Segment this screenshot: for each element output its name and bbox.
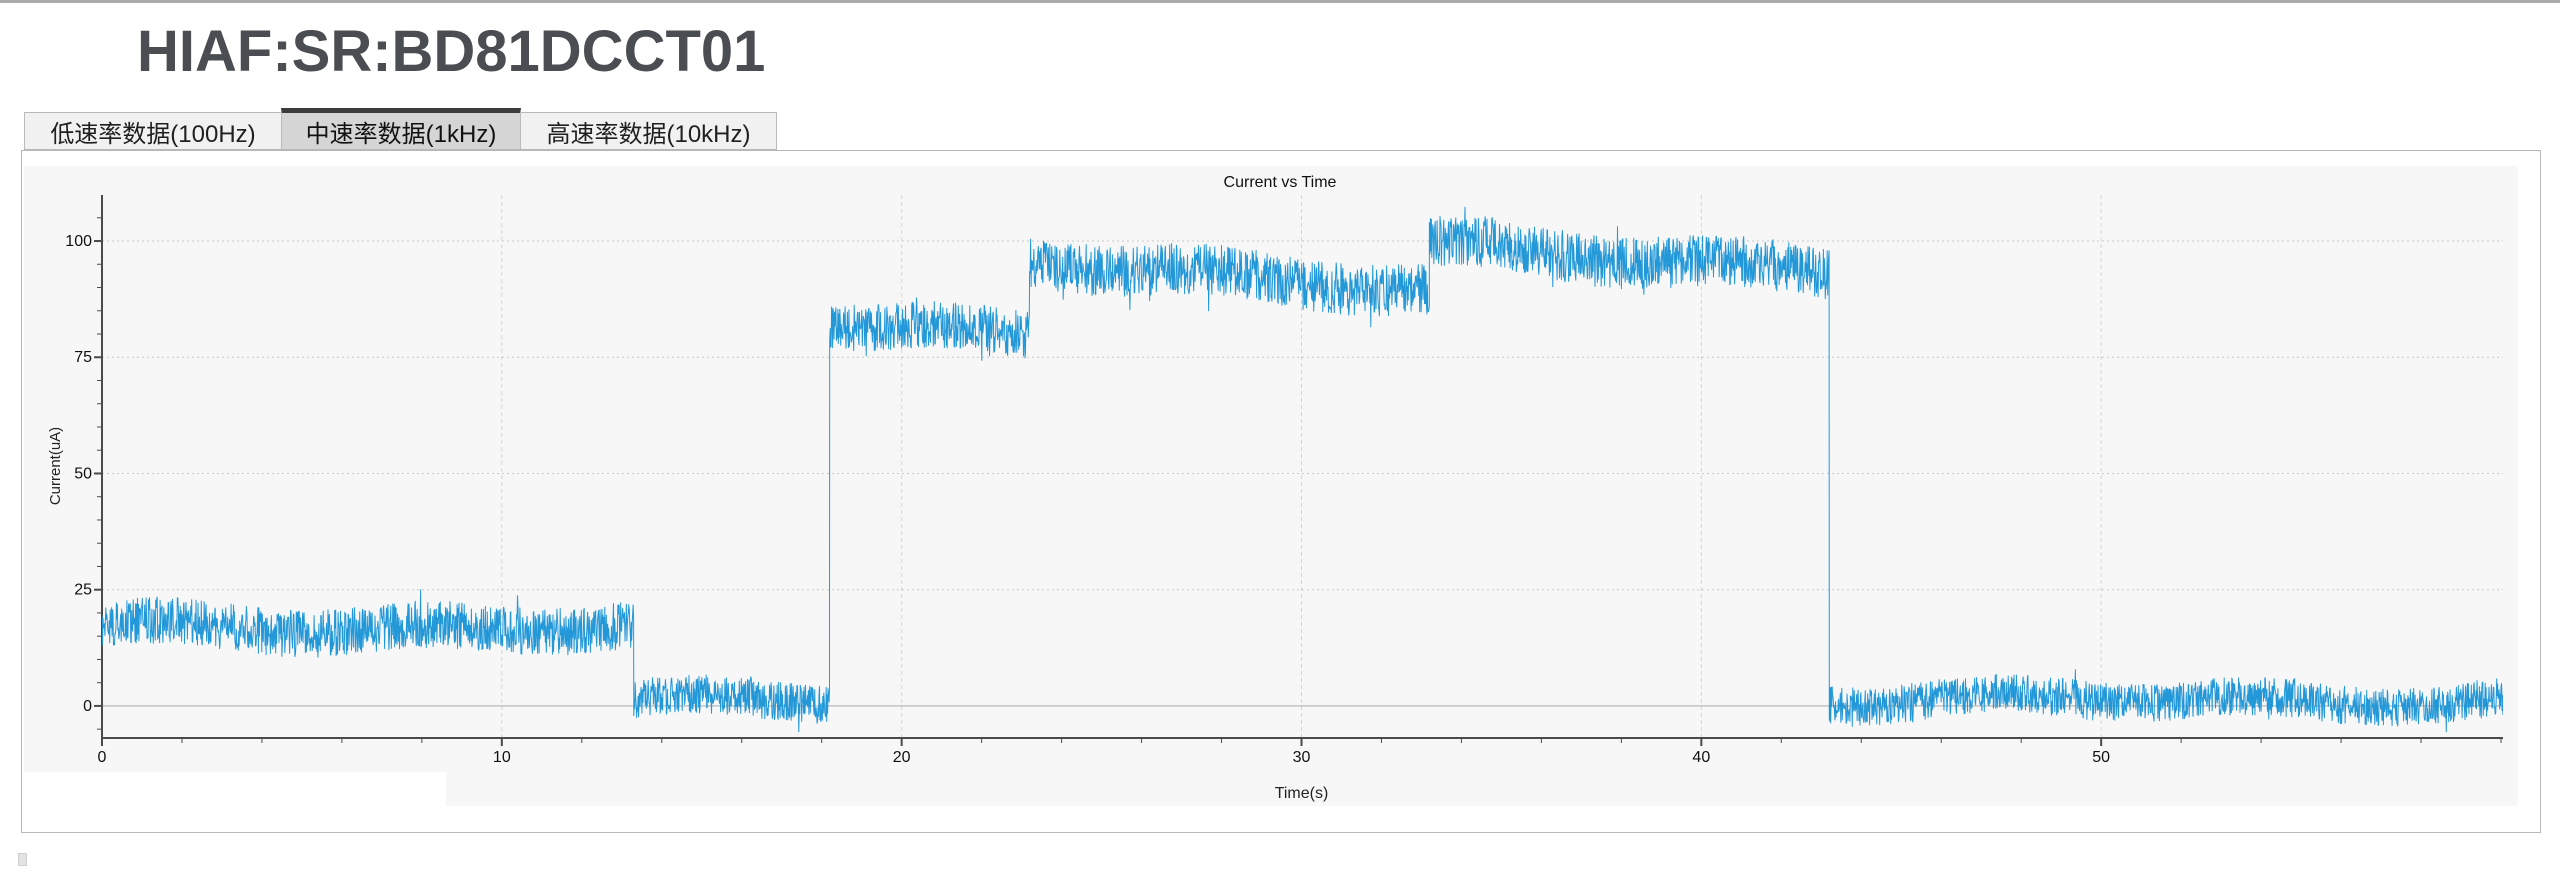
tab-bar: 低速率数据(100Hz) 中速率数据(1kHz) 高速率数据(10kHz) bbox=[24, 108, 777, 150]
current-trace bbox=[102, 206, 2503, 733]
x-tick-label: 20 bbox=[893, 749, 911, 766]
x-tick-label: 40 bbox=[1692, 749, 1710, 766]
current-vs-time-chart[interactable]: Current vs Time 0 10 20 30 40 50 0 25 50 75 100 Time… bbox=[24, 166, 2518, 806]
tab-mid-rate-1khz[interactable]: 中速率数据(1kHz) bbox=[281, 108, 521, 150]
x-tick-label: 10 bbox=[493, 749, 511, 766]
x-tick-label: 30 bbox=[1293, 749, 1311, 766]
y-tick-label: 0 bbox=[83, 698, 92, 715]
y-tick-label: 100 bbox=[65, 233, 92, 250]
y-tick-label: 75 bbox=[74, 349, 92, 366]
window-top-strip bbox=[0, 0, 2560, 3]
x-tick-label: 50 bbox=[2092, 749, 2110, 766]
scrollbar-fragment[interactable] bbox=[18, 853, 27, 866]
y-tick-label: 25 bbox=[74, 582, 92, 599]
tab-high-rate-10khz[interactable]: 高速率数据(10kHz) bbox=[520, 112, 777, 150]
chart-title: Current vs Time bbox=[1224, 174, 1337, 191]
x-tick-label: 0 bbox=[98, 749, 107, 766]
y-tick-label: 50 bbox=[74, 465, 92, 482]
chart-bottom-left-notch bbox=[24, 772, 446, 806]
y-axis-label: Current(uA) bbox=[47, 427, 64, 505]
x-axis-label: Time(s) bbox=[1275, 785, 1329, 802]
tab-low-rate-100hz[interactable]: 低速率数据(100Hz) bbox=[24, 112, 282, 150]
page-title: HIAF:SR:BD81DCCT01 bbox=[137, 19, 766, 84]
